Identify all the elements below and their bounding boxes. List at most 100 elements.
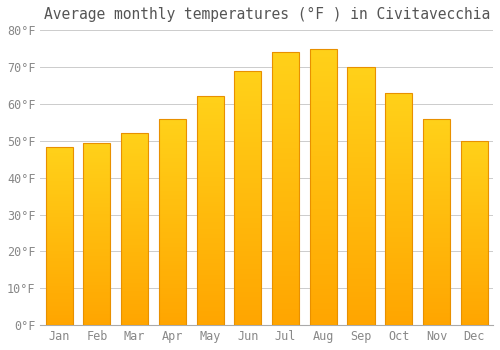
Bar bbox=[460, 272, 488, 274]
Bar bbox=[234, 139, 262, 142]
Bar bbox=[460, 281, 488, 283]
Bar bbox=[121, 287, 148, 289]
Bar bbox=[46, 281, 73, 282]
Bar bbox=[348, 188, 374, 191]
Bar bbox=[272, 273, 299, 276]
Bar bbox=[385, 197, 412, 200]
Bar bbox=[460, 283, 488, 285]
Bar bbox=[84, 320, 110, 322]
Bar bbox=[46, 194, 73, 195]
Bar bbox=[159, 152, 186, 154]
Bar bbox=[385, 132, 412, 135]
Bar bbox=[121, 172, 148, 174]
Bar bbox=[385, 218, 412, 220]
Bar bbox=[121, 296, 148, 298]
Bar bbox=[234, 317, 262, 320]
Bar bbox=[234, 117, 262, 119]
Bar bbox=[46, 315, 73, 316]
Bar bbox=[348, 263, 374, 266]
Bar bbox=[460, 183, 488, 185]
Bar bbox=[272, 290, 299, 293]
Bar bbox=[348, 214, 374, 217]
Bar bbox=[84, 216, 110, 218]
Bar bbox=[46, 218, 73, 220]
Bar bbox=[196, 156, 224, 158]
Bar bbox=[310, 217, 337, 220]
Bar bbox=[460, 238, 488, 240]
Bar bbox=[460, 146, 488, 148]
Bar bbox=[460, 240, 488, 242]
Bar bbox=[84, 263, 110, 265]
Bar bbox=[272, 156, 299, 159]
Bar bbox=[385, 286, 412, 288]
Bar bbox=[460, 185, 488, 187]
Bar bbox=[196, 250, 224, 252]
Bar bbox=[460, 274, 488, 275]
Bar bbox=[310, 76, 337, 79]
Bar bbox=[423, 141, 450, 144]
Title: Average monthly temperatures (°F ) in Civitavecchia: Average monthly temperatures (°F ) in Ci… bbox=[44, 7, 490, 22]
Bar bbox=[423, 278, 450, 280]
Bar bbox=[272, 137, 299, 140]
Bar bbox=[121, 300, 148, 302]
Bar bbox=[84, 209, 110, 211]
Bar bbox=[310, 159, 337, 162]
Bar bbox=[84, 272, 110, 274]
Bar bbox=[196, 286, 224, 289]
Bar bbox=[196, 302, 224, 304]
Bar bbox=[385, 151, 412, 153]
Bar bbox=[121, 201, 148, 202]
Bar bbox=[423, 226, 450, 228]
Bar bbox=[423, 245, 450, 247]
Bar bbox=[196, 170, 224, 172]
Bar bbox=[460, 298, 488, 299]
Bar bbox=[46, 292, 73, 293]
Bar bbox=[46, 320, 73, 322]
Bar bbox=[46, 304, 73, 306]
Bar bbox=[423, 133, 450, 135]
Bar bbox=[234, 203, 262, 205]
Bar bbox=[310, 115, 337, 118]
Bar bbox=[196, 142, 224, 145]
Bar bbox=[234, 198, 262, 201]
Bar bbox=[84, 311, 110, 313]
Bar bbox=[196, 172, 224, 174]
Bar bbox=[272, 262, 299, 265]
Bar bbox=[385, 195, 412, 197]
Bar bbox=[460, 159, 488, 161]
Bar bbox=[159, 121, 186, 123]
Bar bbox=[310, 231, 337, 234]
Bar bbox=[348, 119, 374, 121]
Bar bbox=[272, 82, 299, 85]
Bar bbox=[423, 164, 450, 166]
Bar bbox=[159, 148, 186, 149]
Bar bbox=[272, 77, 299, 79]
Bar bbox=[196, 295, 224, 298]
Bar bbox=[84, 231, 110, 232]
Bar bbox=[159, 280, 186, 282]
Bar bbox=[84, 318, 110, 320]
Bar bbox=[272, 230, 299, 232]
Bar bbox=[234, 127, 262, 129]
Bar bbox=[272, 254, 299, 257]
Bar bbox=[348, 129, 374, 132]
Bar bbox=[234, 124, 262, 127]
Bar bbox=[348, 165, 374, 168]
Bar bbox=[196, 222, 224, 225]
Bar bbox=[196, 254, 224, 257]
Bar bbox=[84, 289, 110, 290]
Bar bbox=[310, 65, 337, 68]
Bar bbox=[310, 87, 337, 90]
Bar bbox=[159, 197, 186, 199]
Bar bbox=[310, 120, 337, 123]
Bar bbox=[196, 179, 224, 181]
Bar bbox=[348, 175, 374, 178]
Bar bbox=[121, 250, 148, 252]
Bar bbox=[234, 76, 262, 78]
Bar bbox=[385, 293, 412, 295]
Bar bbox=[348, 258, 374, 261]
Bar bbox=[84, 193, 110, 194]
Bar bbox=[196, 183, 224, 186]
Bar bbox=[84, 314, 110, 316]
Bar bbox=[234, 86, 262, 89]
